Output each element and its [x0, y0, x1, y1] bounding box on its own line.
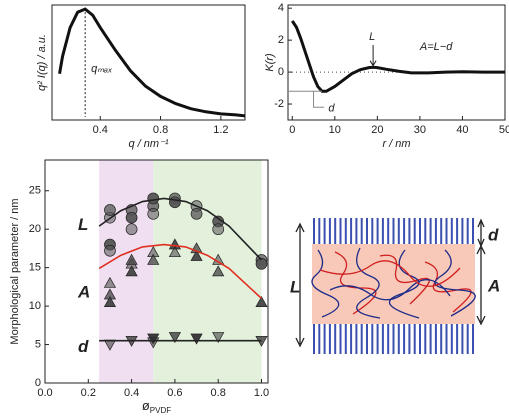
data-point [103, 276, 117, 288]
dimension-arrows [295, 218, 486, 348]
data-line [58, 7, 246, 118]
x-tick-label: 30 [414, 124, 426, 136]
y-tick-label: 25 [29, 185, 41, 197]
x-tick-label: 0.4 [93, 124, 108, 136]
y-tick-label: 4 [278, 2, 284, 14]
x-tick-label: 0.8 [211, 387, 226, 399]
y-axis-label: Morphological parameter / nm [9, 198, 21, 344]
y-tick-label: 10 [29, 300, 41, 312]
amorphous-layer [312, 244, 475, 324]
plot-frame [51, 4, 246, 121]
plot-frame [287, 4, 506, 121]
lamellae [313, 218, 474, 354]
data-point [147, 192, 160, 205]
region [99, 160, 154, 383]
y-axis-label: K(r) [264, 53, 276, 72]
data-point [190, 207, 203, 220]
x-axis-label: øPVDF [142, 398, 171, 415]
x-tick-label: 0.2 [81, 387, 96, 399]
region [153, 160, 262, 383]
annotation-arrow [369, 45, 377, 67]
series-label: d [78, 337, 89, 356]
y-axis-label: q² I(q) / a.u. [36, 34, 48, 91]
data-point [147, 207, 160, 220]
data-point [255, 296, 268, 308]
x-axis-label-main: ø [142, 398, 150, 413]
x-tick-label: 40 [456, 124, 468, 136]
data-point [212, 223, 225, 236]
x-axis-label-sub: PVDF [150, 406, 171, 415]
data-point [169, 196, 181, 209]
data-point [125, 211, 138, 224]
series-label: L [78, 215, 88, 234]
data-point [147, 253, 160, 265]
diagram-label: A [487, 276, 500, 295]
x-tick-label: 0.8 [153, 124, 168, 136]
series-label: A [77, 283, 90, 302]
x-tick-label: 10 [329, 124, 341, 136]
y-tick-label: 2 [278, 34, 284, 46]
plot-frame [44, 159, 269, 384]
data-point [190, 333, 203, 345]
data-point [104, 204, 116, 216]
annotation: d [328, 103, 335, 115]
data-point [190, 249, 203, 261]
annotation: A=L−d [419, 41, 453, 53]
data-point [255, 257, 268, 270]
x-axis-label: r / nm [382, 138, 410, 150]
x-tick-label: 20 [371, 124, 383, 136]
y-tick-label: 15 [29, 262, 41, 274]
annotation: qₘₐₓ [91, 63, 112, 75]
schematic: L d A [290, 218, 500, 354]
y-tick-label: 5 [35, 338, 41, 350]
diagram-label: d [488, 225, 499, 244]
data-point [125, 223, 138, 236]
data-point [125, 265, 138, 277]
x-tick-label: 50 [499, 124, 509, 136]
data-point [104, 244, 116, 257]
y-tick-label: 0 [278, 66, 284, 78]
fit-line [98, 243, 263, 300]
x-tick-label: 0.0 [37, 387, 52, 399]
y-tick-label: 20 [29, 223, 41, 235]
diagram-label: L [290, 277, 300, 296]
fit-line [98, 197, 263, 261]
data-line [291, 20, 505, 93]
annotation-guide [288, 90, 325, 108]
data-point [103, 296, 117, 308]
y-tick-label: -2 [274, 98, 284, 110]
annotation: L [369, 31, 375, 43]
x-tick-label: 0 [289, 124, 295, 136]
data-point [212, 332, 225, 344]
chains [311, 247, 476, 319]
data-point [168, 332, 181, 344]
y-tick-label: 0 [35, 377, 41, 389]
x-tick-label: 1.2 [213, 124, 228, 136]
x-tick-label: 1.0 [254, 387, 269, 399]
data-point [125, 253, 138, 265]
x-axis-label: q / nm⁻¹ [128, 138, 168, 150]
data-point [212, 265, 225, 277]
x-tick-label: 0.4 [124, 387, 139, 399]
x-tick-label: 0.6 [167, 387, 182, 399]
data-point [168, 246, 181, 258]
